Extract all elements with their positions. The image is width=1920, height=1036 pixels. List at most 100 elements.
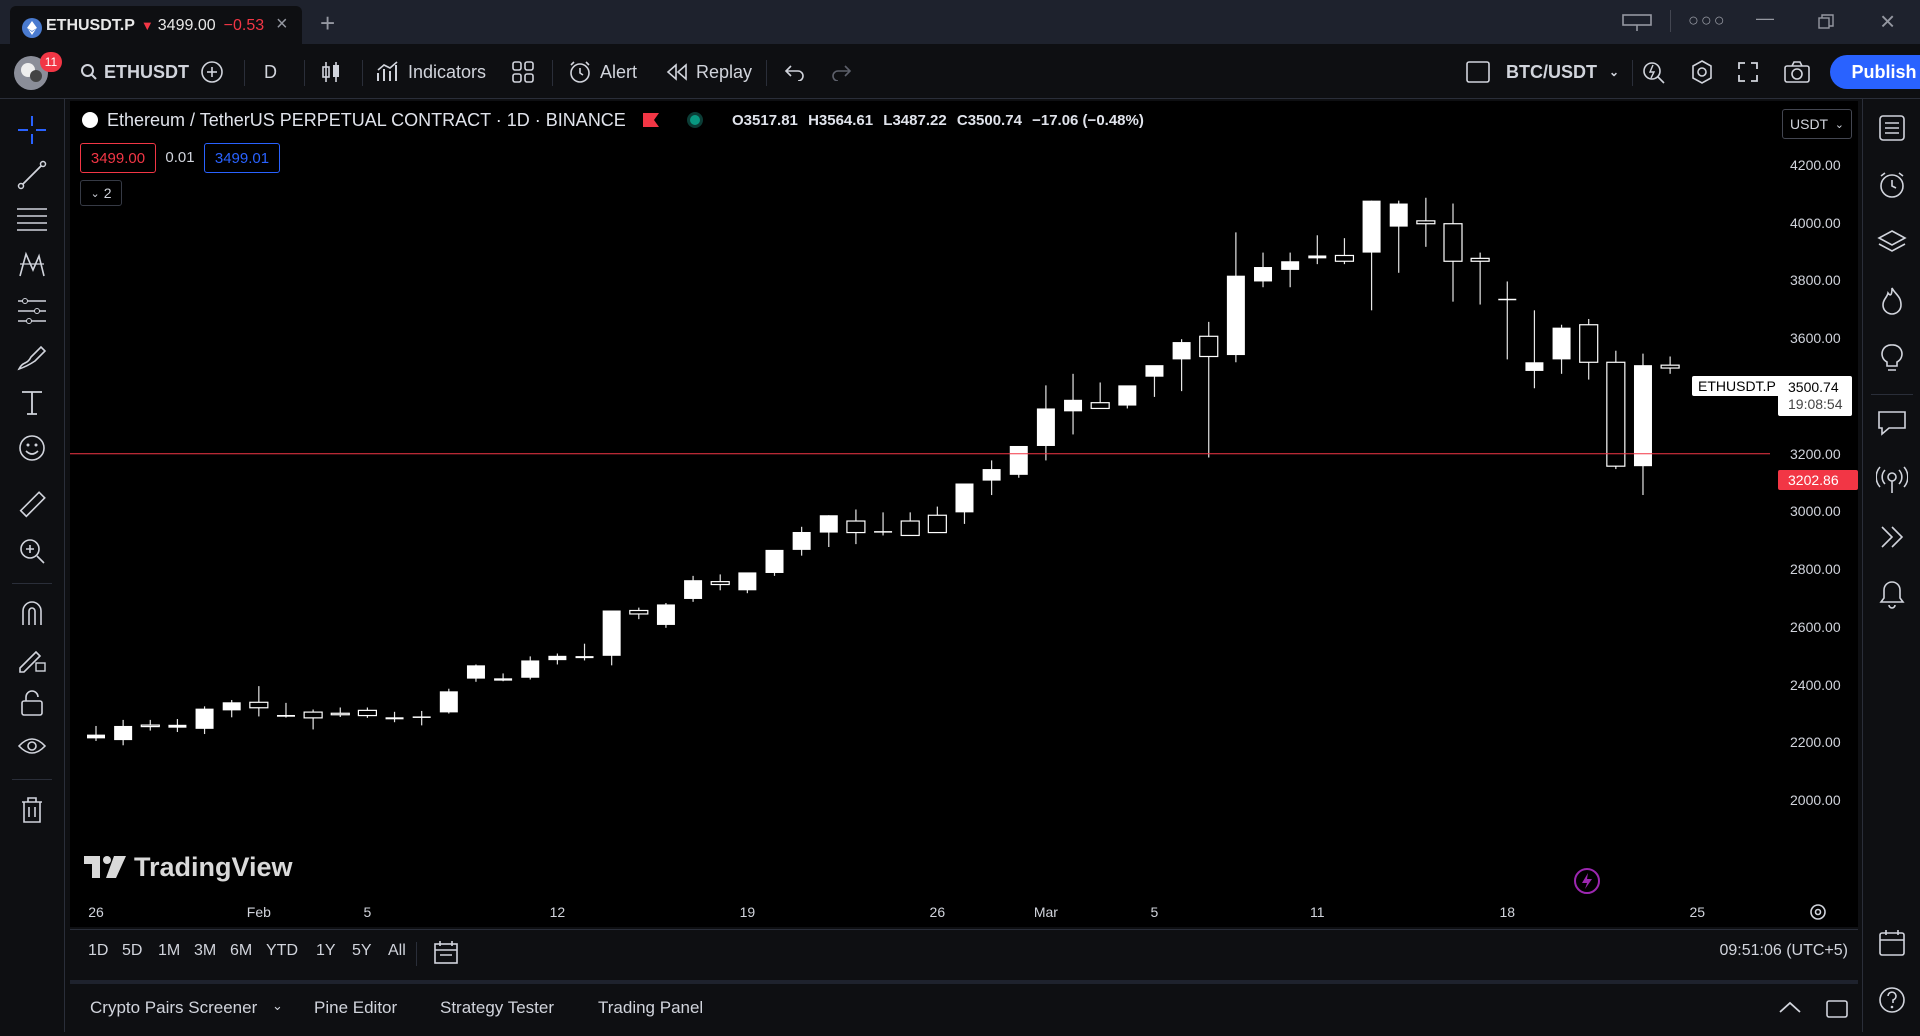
lightning-icon[interactable] (1573, 867, 1601, 895)
x-tick-label: 18 (1499, 904, 1516, 920)
eye-icon[interactable] (14, 729, 50, 765)
alert-label: Alert (600, 61, 638, 82)
tab-pine-editor[interactable]: Pine Editor (314, 998, 398, 1017)
range-button-3m[interactable]: 3M (194, 942, 217, 959)
tools-divider-2 (12, 779, 52, 780)
buy-price-button[interactable]: 3499.01 (204, 143, 280, 173)
tab-crypto-pairs-screener[interactable]: Crypto Pairs Screener (90, 998, 258, 1017)
low-value: L3487.22 (883, 112, 947, 129)
maximize-panel-icon[interactable] (1826, 998, 1848, 1018)
x-tick-label: 25 (1689, 904, 1706, 920)
horizontal-lines-icon[interactable] (14, 202, 50, 238)
redo-icon[interactable] (830, 46, 852, 98)
ruler-icon[interactable] (14, 487, 50, 523)
indicators-button[interactable]: Indicators (376, 46, 486, 98)
range-button-5y[interactable]: 5Y (352, 942, 372, 959)
chart-area[interactable] (70, 101, 1858, 927)
y-tick-label: 2400.00 (1790, 676, 1841, 693)
prediction-tools-icon[interactable] (14, 293, 50, 329)
range-button-6m[interactable]: 6M (230, 942, 253, 959)
emoji-icon[interactable] (14, 430, 50, 466)
hotlists-flame-icon[interactable] (1874, 283, 1910, 319)
publish-button[interactable]: Publish (1830, 55, 1920, 89)
y-tick-label: 2000.00 (1790, 792, 1841, 808)
candle (1172, 339, 1191, 392)
zoom-in-icon[interactable] (14, 533, 50, 569)
axis-settings-gear-icon[interactable] (1808, 902, 1828, 922)
candle (819, 515, 838, 547)
chats-icon[interactable] (1874, 405, 1910, 441)
range-button-all[interactable]: All (388, 942, 406, 959)
undo-icon[interactable] (784, 46, 806, 98)
tab-trading-panel[interactable]: Trading Panel (598, 998, 704, 1017)
legend-title[interactable]: Ethereum / TetherUS PERPETUAL CONTRACT ·… (107, 110, 626, 130)
candle (602, 610, 621, 666)
crosshair-icon[interactable] (14, 112, 50, 148)
chevron-down-icon[interactable]: ⌄ (272, 998, 283, 1013)
new-tab-icon[interactable]: + (320, 8, 336, 38)
range-button-1d[interactable]: 1D (88, 942, 109, 959)
tab-strategy-tester[interactable]: Strategy Tester (440, 998, 555, 1017)
chevron-down-icon: ⌄ (90, 187, 100, 200)
object-tree-icon[interactable] (1874, 225, 1910, 261)
text-tool-icon[interactable] (14, 384, 50, 420)
high-value: H3564.61 (808, 112, 874, 129)
brush-icon[interactable] (14, 339, 50, 375)
currency-selector[interactable]: USDT ⌄ (1782, 109, 1852, 139)
close-window-icon[interactable]: × (1880, 6, 1896, 36)
pattern-icon[interactable] (14, 247, 50, 283)
watchlist-icon[interactable] (1874, 110, 1910, 146)
compare-add-icon[interactable] (200, 46, 224, 98)
camera-snapshot-icon[interactable] (1784, 46, 1810, 98)
replay-play-icon[interactable] (1874, 519, 1910, 555)
more-icon[interactable]: ○○○ (1688, 10, 1727, 30)
flag-icon[interactable] (642, 113, 659, 127)
compare-symbol-button[interactable]: BTC/USDT ⌄ (1506, 46, 1619, 98)
alerts-clock-icon[interactable] (1874, 167, 1910, 203)
clock[interactable]: 09:51:06 (UTC+5) (1719, 942, 1848, 959)
restore-icon[interactable] (1818, 14, 1834, 30)
candles-chart-type-icon[interactable] (320, 46, 342, 98)
calendar-goto-icon[interactable] (434, 941, 458, 965)
calendar-icon[interactable] (1874, 925, 1910, 961)
candle (140, 719, 160, 731)
indicators-collapse-button[interactable]: ⌄ 2 (80, 180, 122, 206)
range-button-1y[interactable]: 1Y (316, 942, 336, 959)
replay-button[interactable]: Replay (666, 46, 752, 98)
fullscreen-layout-icon[interactable] (1466, 46, 1490, 98)
x-tick-label: 19 (739, 904, 756, 920)
lock-drawing-icon[interactable] (14, 640, 50, 676)
notifications-bell-icon[interactable] (1874, 576, 1910, 612)
compare-symbol-label: BTC/USDT (1506, 61, 1597, 82)
indicators-icon (376, 61, 400, 83)
lock-icon[interactable] (14, 685, 50, 721)
window-tab[interactable]: ETHUSDT.P ▼ 3499.00 −0.53 × (10, 6, 302, 44)
tradingview-watermark[interactable]: TradingView (84, 852, 293, 883)
trash-icon[interactable] (14, 792, 50, 828)
range-button-ytd[interactable]: YTD (266, 942, 298, 959)
range-button-1m[interactable]: 1M (158, 942, 181, 959)
sell-price-button[interactable]: 3499.00 (80, 143, 156, 173)
quick-search-icon[interactable] (1642, 46, 1666, 98)
y-tick-label: 4200.00 (1790, 157, 1841, 173)
chevron-up-icon[interactable] (1778, 1000, 1802, 1014)
layout-icon[interactable] (1622, 12, 1652, 32)
help-icon[interactable] (1874, 982, 1910, 1018)
fullscreen-icon[interactable] (1738, 46, 1758, 98)
symbol-search[interactable]: ETHUSDT (80, 46, 189, 98)
collapsed-count: 2 (103, 185, 112, 201)
magnet-icon[interactable] (14, 595, 50, 631)
candlestick-chart[interactable] (70, 101, 1858, 927)
ideas-bulb-icon[interactable] (1874, 340, 1910, 376)
streams-icon[interactable] (1874, 462, 1910, 498)
templates-icon[interactable] (512, 46, 534, 98)
candle (846, 509, 866, 545)
settings-gear-icon[interactable] (1690, 46, 1714, 98)
minimize-icon[interactable]: — (1756, 8, 1774, 28)
alert-button[interactable]: Alert (568, 46, 637, 98)
trend-line-icon[interactable] (14, 157, 50, 193)
interval-button[interactable]: D (264, 46, 277, 98)
close-tab-icon[interactable]: × (276, 13, 288, 35)
range-button-5d[interactable]: 5D (122, 942, 143, 959)
candle (656, 602, 675, 628)
